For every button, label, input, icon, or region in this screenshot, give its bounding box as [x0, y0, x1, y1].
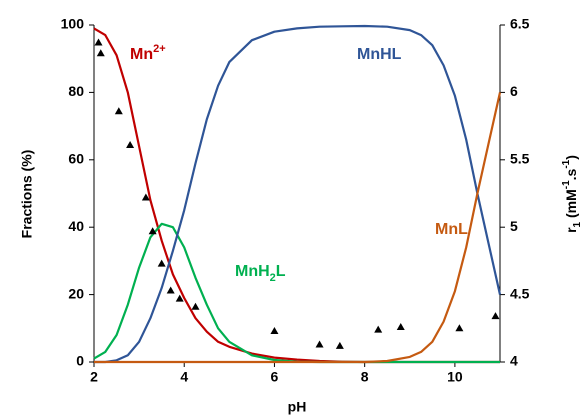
scatter-point	[166, 286, 175, 294]
scatter-point	[94, 38, 103, 46]
y2-tick-label: 6.5	[510, 16, 530, 32]
y-tick-label: 40	[68, 218, 84, 234]
y2-label-part: r	[563, 227, 579, 233]
series-line	[93, 27, 500, 364]
y2-label-part: -1	[561, 159, 572, 168]
y2-tick-label: 6	[510, 83, 518, 99]
scatter-point	[157, 259, 166, 267]
x-tick-label: 8	[361, 369, 369, 385]
y2-tick-label: 4.5	[510, 285, 530, 301]
x-axis-label: pH	[288, 399, 307, 415]
y-tick-label: 80	[68, 83, 84, 99]
annotation-part: MnH	[235, 263, 270, 280]
y2-tick-label: 5	[510, 218, 518, 234]
annotation-part: L	[276, 263, 286, 280]
scatter-point	[126, 140, 135, 148]
series-line	[93, 222, 500, 364]
scatter-point	[141, 193, 150, 201]
scatter-point	[396, 322, 405, 330]
scatter-point	[491, 312, 500, 320]
scatter-point	[175, 294, 184, 302]
y2-label-part: 1	[572, 221, 583, 227]
annotation-part: 2	[270, 272, 276, 284]
scatter-point	[148, 227, 157, 235]
y2-label-part: -1	[561, 180, 572, 189]
x-tick-label: 6	[271, 369, 279, 385]
annotation-part: 2+	[153, 43, 166, 55]
scatter-point	[96, 49, 105, 57]
series-annotation: Mn2+	[130, 43, 166, 63]
scatter-point	[114, 107, 123, 115]
y2-tick-label: 5.5	[510, 151, 530, 167]
scatter-point	[374, 325, 383, 333]
y2-tick-label: 4	[510, 353, 518, 369]
x-tick-label: 2	[90, 369, 98, 385]
scatter-point	[315, 340, 324, 348]
x-tick-label: 10	[447, 369, 463, 385]
y2-axis-label: r1 (mM-1.s-1)	[561, 155, 583, 233]
x-tick-label: 4	[180, 369, 188, 385]
scatter-point	[191, 302, 200, 310]
annotation-part: Mn	[130, 46, 153, 63]
y-tick-label: 20	[68, 285, 84, 301]
y2-label-part: .s	[563, 168, 579, 180]
scatter-point	[335, 341, 344, 349]
series-annotation: MnH2L	[235, 263, 286, 284]
annotation-part: MnL	[435, 221, 468, 238]
series-line	[94, 92, 502, 364]
series-line	[94, 24, 502, 364]
y-tick-label: 60	[68, 151, 84, 167]
annotation-part: MnHL	[357, 46, 402, 63]
y-tick-label: 100	[61, 16, 85, 32]
y-tick-label: 0	[76, 353, 84, 369]
series-annotation: MnL	[435, 221, 468, 238]
y2-label-part: (mM	[563, 189, 579, 222]
scatter-point	[455, 324, 464, 332]
y-axis-label: Fractions (%)	[19, 150, 35, 239]
y2-label-part: )	[563, 155, 579, 160]
series-annotation: MnHL	[357, 46, 402, 63]
scatter-point	[270, 326, 279, 334]
